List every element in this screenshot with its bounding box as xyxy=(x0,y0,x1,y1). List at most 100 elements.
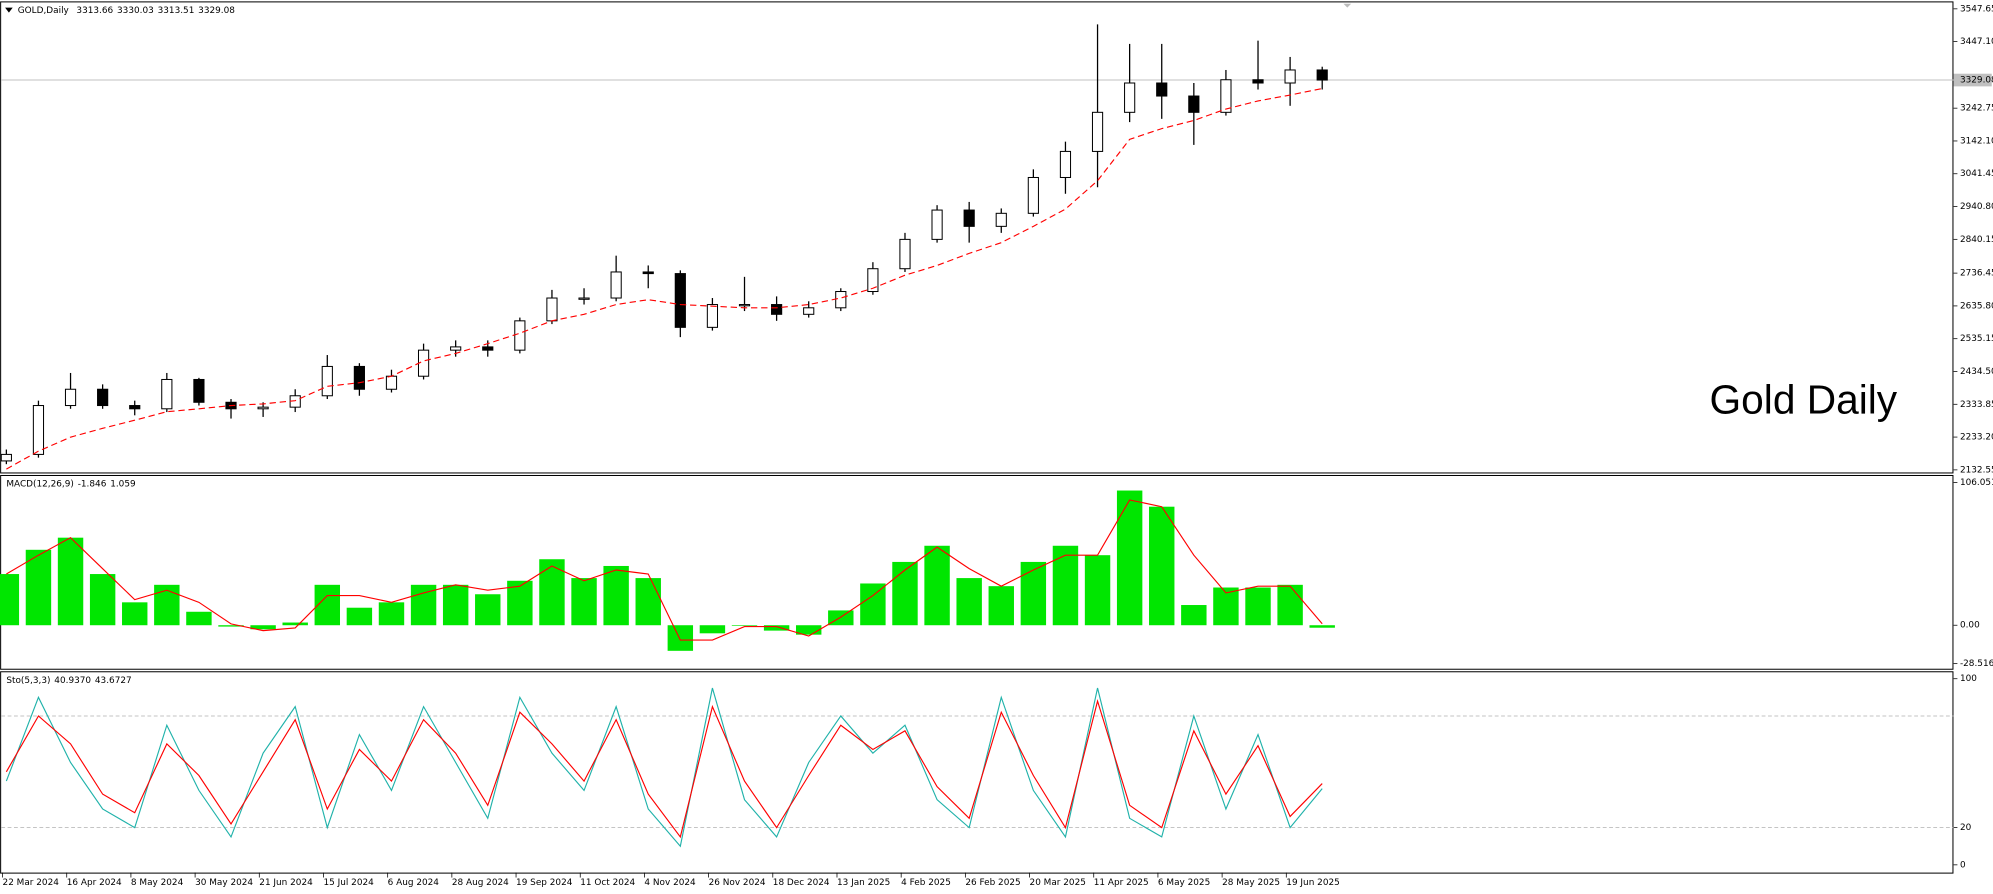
candle-body xyxy=(1316,69,1328,81)
x-tick-label: 19 Sep 2024 xyxy=(516,878,573,888)
candle-body xyxy=(385,375,398,390)
menu-arrow[interactable] xyxy=(5,7,13,13)
candle-body xyxy=(867,268,879,293)
macd-bar xyxy=(57,537,84,626)
candle-body xyxy=(899,238,911,270)
candle-body xyxy=(1284,69,1296,84)
x-tick-label: 6 Aug 2024 xyxy=(388,878,440,888)
header-value: 3329.08 xyxy=(198,6,235,16)
y-tick-label: -28.516 xyxy=(1960,659,1993,669)
candle-body xyxy=(835,291,847,309)
candle-body xyxy=(578,297,590,300)
candle-body xyxy=(995,212,1007,227)
candle-body xyxy=(546,297,558,322)
macd-bar xyxy=(860,583,886,626)
macd-bar xyxy=(1277,584,1303,626)
candle-body xyxy=(0,453,12,462)
macd-bar xyxy=(635,578,661,626)
candle-body xyxy=(450,346,462,351)
y-tick-label: 0.00 xyxy=(1960,621,1980,631)
indicator-title: MACD(12,26,9) xyxy=(6,479,74,489)
candle-body xyxy=(738,304,751,307)
y-tick-label: 20 xyxy=(1960,823,1972,833)
y-tick-label: 2635.80 xyxy=(1960,301,1993,311)
header-value: 3313.51 xyxy=(158,6,195,16)
x-tick-label: 15 Jul 2024 xyxy=(323,878,374,888)
macd-bar xyxy=(924,545,950,626)
header-value: 1.059 xyxy=(110,479,136,489)
y-tick-label: 106.051 xyxy=(1960,478,1993,488)
x-tick-label: 28 Aug 2024 xyxy=(452,878,509,888)
y-tick-label: 2535.15 xyxy=(1960,334,1993,344)
header-value: 3313.66 xyxy=(76,6,113,16)
macd-bar xyxy=(507,580,533,626)
y-tick-label: 2940.80 xyxy=(1960,202,1993,212)
macd-bar xyxy=(667,625,694,651)
macd-bar xyxy=(1020,561,1047,626)
macd-bar xyxy=(795,625,822,635)
macd-bar xyxy=(218,625,244,627)
candle-body xyxy=(706,304,719,328)
y-tick-label: 2434.50 xyxy=(1960,367,1993,377)
x-tick-label: 11 Oct 2024 xyxy=(580,878,635,888)
candle-body xyxy=(64,388,77,407)
y-tick-label: 2333.85 xyxy=(1960,400,1993,410)
x-tick-label: 21 Jun 2024 xyxy=(259,878,313,888)
annotation: Gold Daily xyxy=(1710,376,1898,422)
sto-panel-frame xyxy=(0,671,1954,874)
y-tick-label: 0 xyxy=(1960,860,1966,870)
macd-header: MACD(12,26,9) -1.846 1.059 xyxy=(6,479,136,489)
x-tick-label: 8 May 2024 xyxy=(131,878,184,888)
y-tick-label: 3242.75 xyxy=(1960,104,1993,114)
macd-bar xyxy=(378,602,405,626)
candle-body xyxy=(610,271,622,299)
macd-bar xyxy=(1116,490,1143,626)
macd-bar xyxy=(731,625,758,626)
candle-body xyxy=(257,406,269,410)
y-tick-label: 2233.20 xyxy=(1960,433,1993,443)
x-tick-label: 26 Nov 2024 xyxy=(709,878,766,888)
macd-bar xyxy=(988,586,1014,626)
x-tick-label: 28 May 2025 xyxy=(1222,878,1280,888)
x-tick-label: 11 Apr 2025 xyxy=(1094,878,1149,888)
macd-bar xyxy=(1309,625,1335,628)
macd-bar xyxy=(699,625,726,634)
macd-bar xyxy=(122,602,148,626)
signal-line xyxy=(6,499,1323,641)
macd-bar xyxy=(1245,587,1271,626)
sto-header: Sto(5,3,3) 40.9370 43.6727 xyxy=(6,676,131,686)
candle-body xyxy=(97,388,109,407)
y-tick-label: 3447.10 xyxy=(1960,37,1993,47)
price-label: 3329.08 xyxy=(1960,76,1993,86)
macd-bar xyxy=(25,549,52,626)
sto-signal-line xyxy=(5,698,1323,839)
macd-bar xyxy=(186,611,212,626)
candle-body xyxy=(674,273,686,328)
x-tick-label: 22 Mar 2024 xyxy=(3,878,60,888)
candle-body xyxy=(32,405,45,455)
candle-body xyxy=(161,378,173,410)
y-tick-label: 3041.45 xyxy=(1960,169,1993,179)
x-tick-label: 30 May 2024 xyxy=(195,878,253,888)
candle-body xyxy=(642,271,654,275)
macd-bar xyxy=(250,625,276,630)
sto-main-line xyxy=(5,687,1323,848)
x-tick-label: 16 Apr 2024 xyxy=(67,878,122,888)
macd-bar xyxy=(1213,587,1239,626)
candle-body xyxy=(931,209,943,240)
y-tick-label: 2840.15 xyxy=(1960,235,1993,245)
x-tick-label: 4 Feb 2025 xyxy=(901,878,951,888)
candle-body xyxy=(482,346,494,351)
symbol-title: GOLD,Daily xyxy=(18,6,69,16)
candle-body xyxy=(963,209,975,227)
macd-bar xyxy=(154,584,180,626)
macd-bar xyxy=(0,574,20,626)
candle-body xyxy=(1220,79,1232,113)
candle-body xyxy=(1059,150,1072,178)
y-tick-label: 2132.55 xyxy=(1960,465,1993,475)
header-value: 43.6727 xyxy=(95,676,132,686)
